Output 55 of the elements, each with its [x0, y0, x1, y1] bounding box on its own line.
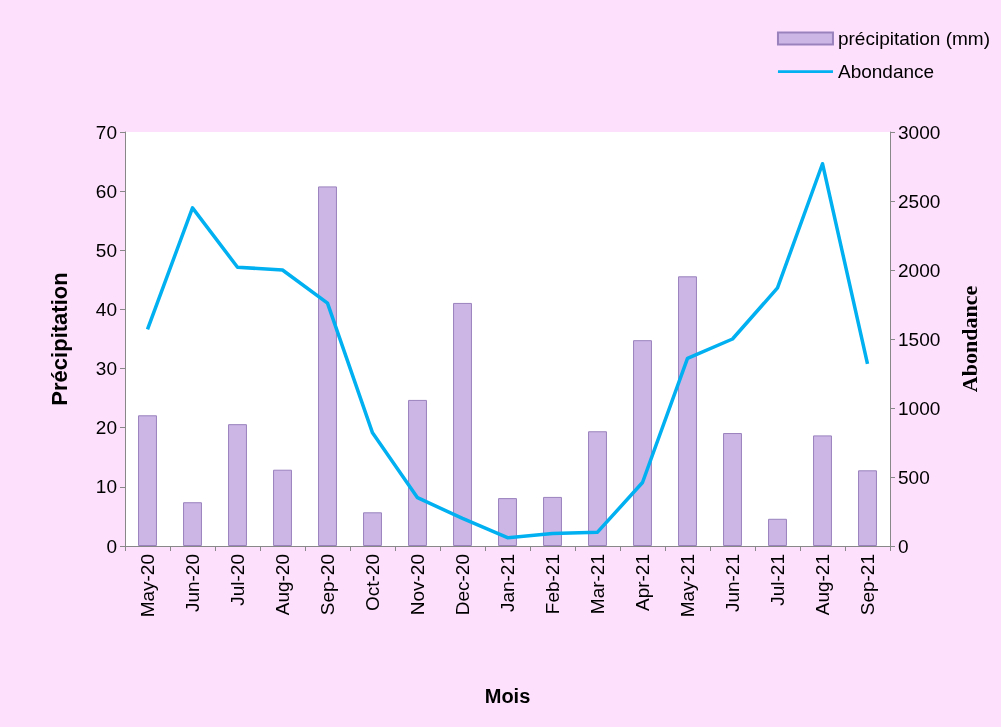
- bar: [498, 498, 517, 546]
- legend-label: précipitation (mm): [837, 28, 991, 49]
- x-tick-label: Aug-20: [272, 554, 293, 616]
- y-tick-label: 30: [95, 358, 117, 380]
- x-tick-label: Sep-21: [857, 554, 878, 616]
- y-tick-label: 60: [95, 180, 117, 202]
- x-tick-label: Jul-21: [767, 554, 788, 606]
- x-tick-label: Apr-21: [632, 554, 653, 612]
- x-tick-label: Oct-20: [362, 554, 383, 612]
- y2-tick-label: 2500: [898, 190, 941, 212]
- x-tick-label: Aug-21: [812, 554, 833, 616]
- x-tick-label: Sep-20: [317, 554, 338, 616]
- x-tick-label: Jun-20: [182, 554, 203, 613]
- x-tick-label: Jun-21: [722, 554, 743, 613]
- y2-tick-label: 1500: [898, 328, 941, 350]
- x-tick-label: Jul-20: [227, 554, 248, 606]
- y2-axis-title: Abondance: [956, 285, 982, 393]
- y-tick-label: 0: [106, 535, 117, 557]
- bar: [228, 424, 247, 546]
- bar: [363, 512, 382, 546]
- bar: [543, 496, 562, 546]
- y2-tick-label: 1000: [898, 397, 941, 419]
- bar: [453, 302, 472, 546]
- bar: [138, 415, 157, 546]
- y-tick-label: 20: [95, 417, 117, 439]
- x-tick-label: Nov-20: [407, 554, 428, 616]
- x-tick-label: Mar-21: [587, 554, 608, 615]
- x-tick-label: Feb-21: [542, 554, 563, 615]
- bar: [678, 276, 697, 546]
- x-tick-label: Jan-21: [497, 554, 518, 613]
- bar: [183, 502, 202, 546]
- x-tick-label: Dec-20: [452, 554, 473, 616]
- y-tick-label: 10: [95, 476, 117, 498]
- y-axis-title: Précipitation: [46, 272, 72, 406]
- line-series: [145, 161, 870, 540]
- y2-tick-label: 3000: [898, 121, 941, 143]
- y2-tick-label: 0: [898, 535, 909, 557]
- bar: [408, 399, 427, 546]
- y2-tick-label: 500: [898, 466, 930, 488]
- x-tick-label: May-20: [137, 554, 158, 618]
- y2-tick-label: 2000: [898, 259, 941, 281]
- y-tick-label: 70: [95, 121, 117, 143]
- bar: [633, 340, 652, 546]
- y-tick-label: 40: [95, 298, 117, 320]
- bar: [858, 470, 877, 546]
- bar: [318, 186, 337, 546]
- bar: [768, 518, 787, 546]
- x-tick-label: May-21: [677, 554, 698, 618]
- y-tick-label: 50: [95, 239, 117, 261]
- bar: [273, 469, 292, 546]
- x-axis-title: Mois: [484, 685, 531, 707]
- bar: [723, 433, 742, 546]
- bar: [813, 435, 832, 546]
- bar: [588, 431, 607, 546]
- legend-label: Abondance: [837, 61, 935, 82]
